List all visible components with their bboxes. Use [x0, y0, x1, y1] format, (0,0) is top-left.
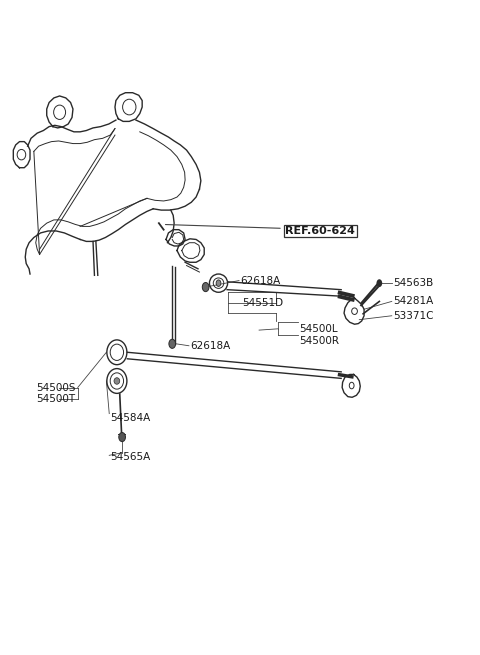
Ellipse shape: [216, 280, 221, 286]
Text: 54500L: 54500L: [300, 324, 338, 334]
Text: 54281A: 54281A: [393, 297, 433, 307]
Ellipse shape: [114, 378, 120, 384]
Text: 54500S: 54500S: [36, 383, 75, 392]
Text: 53371C: 53371C: [393, 310, 433, 321]
Text: 54500T: 54500T: [36, 394, 75, 404]
Text: REF.60-624: REF.60-624: [285, 226, 355, 236]
Text: 54584A: 54584A: [110, 413, 150, 422]
Text: 54500R: 54500R: [300, 335, 340, 346]
Circle shape: [119, 432, 125, 441]
Text: 54565A: 54565A: [110, 452, 150, 462]
Text: 62618A: 62618A: [240, 276, 280, 286]
Text: 54551D: 54551D: [242, 298, 284, 308]
Circle shape: [202, 282, 209, 291]
Circle shape: [376, 279, 382, 287]
Circle shape: [169, 339, 176, 348]
Text: 62618A: 62618A: [190, 341, 230, 351]
Text: 54563B: 54563B: [393, 278, 433, 288]
